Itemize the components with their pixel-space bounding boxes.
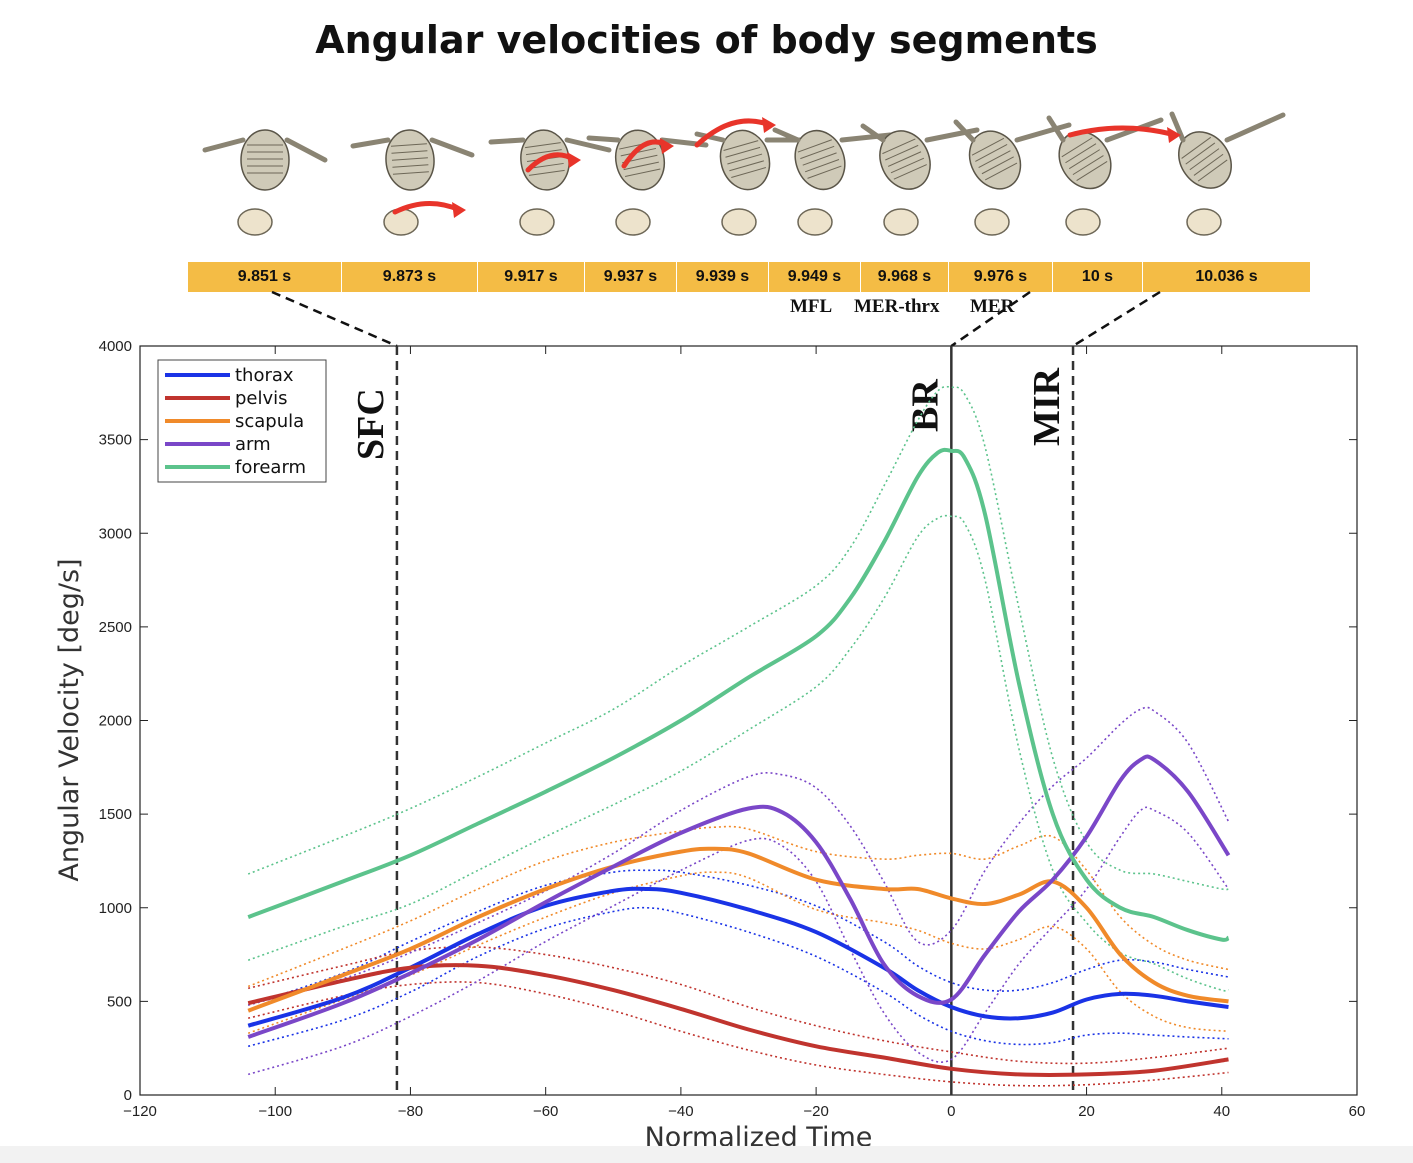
thorax-lower-bound-line <box>247 906 1229 1048</box>
rotation-arrow-icon <box>694 117 776 148</box>
y-tick-label: 0 <box>124 1087 132 1104</box>
skeleton-figure-icon <box>586 129 709 236</box>
legend-label-forearm: forearm <box>235 457 306 478</box>
forearm-upper-bound-line <box>247 385 1229 891</box>
y-tick-label: 4000 <box>99 338 132 355</box>
timeline-connectors <box>271 290 1161 348</box>
arm-lower-bound-line <box>247 806 1230 1076</box>
x-tick-label: −60 <box>533 1103 558 1120</box>
skeleton-illustration-strip <box>202 111 1286 236</box>
y-tick-label: 2000 <box>99 713 132 730</box>
thorax-upper-bound-line <box>247 869 1229 1006</box>
phase-label-mer-thrx: MER-thrx <box>854 296 940 317</box>
chart-title: Angular velocities of body segments <box>315 18 1098 62</box>
event-lines: SFC BR MIR <box>350 346 1075 1095</box>
y-tick-label: 3000 <box>99 525 132 542</box>
legend-label-arm: arm <box>235 434 271 455</box>
x-tick-label: 0 <box>947 1103 955 1120</box>
timeline-connector <box>950 290 1031 348</box>
y-axis-label: Angular Velocity [deg/s] <box>54 558 85 881</box>
timeline-cell: 9.917 s <box>478 262 585 292</box>
skeleton-figure-icon <box>202 129 328 236</box>
x-tick-label: −20 <box>803 1103 828 1120</box>
timeline-cell: 9.851 s <box>188 262 342 292</box>
forearm-lower-bound-line <box>247 514 1229 992</box>
skeleton-figure-icon <box>1169 111 1286 236</box>
legend-label-scapula: scapula <box>235 411 304 432</box>
arm-upper-bound-line <box>247 706 1230 1006</box>
scapula-upper-bound-line <box>247 825 1229 988</box>
skeleton-figure-icon <box>953 119 1072 236</box>
pelvis-lower-bound-line <box>248 981 1229 1087</box>
timeline-cell: 9.949 s <box>769 262 861 292</box>
skeleton-figure-icon <box>772 127 893 236</box>
timeline-cell: 9.939 s <box>677 262 769 292</box>
x-tick-label: 60 <box>1349 1103 1366 1120</box>
x-tick-label: 20 <box>1078 1103 1095 1120</box>
y-tick-label: 500 <box>107 993 132 1010</box>
rotation-arrow-icon <box>525 152 581 173</box>
phase-label-mfl: MFL <box>790 296 833 317</box>
legend-label-thorax: thorax <box>235 365 294 386</box>
footer-band <box>0 1146 1413 1163</box>
event-label-sfc: SFC <box>350 388 392 460</box>
skeleton-figure-icon <box>860 123 980 236</box>
timeline-cell: 9.873 s <box>342 262 478 292</box>
arm-mean-line <box>247 754 1231 1039</box>
thorax-mean-line <box>247 886 1229 1028</box>
timeline-cell: 10 s <box>1053 262 1143 292</box>
series-lines <box>247 385 1231 1087</box>
x-tick-label: −120 <box>123 1103 157 1120</box>
y-tick-label: 2500 <box>99 619 132 636</box>
scapula-mean-line <box>247 846 1229 1013</box>
y-tick-label: 1500 <box>99 806 132 823</box>
pelvis-upper-bound-line <box>248 946 1229 1065</box>
event-label-mir: MIR <box>1026 367 1068 446</box>
scapula-lower-bound-line <box>247 871 1229 1034</box>
timeline-cell: 10.036 s <box>1195 268 1258 285</box>
y-tick-label: 1000 <box>99 900 132 917</box>
rotation-arrow-icon <box>1067 125 1181 143</box>
timeline-cell: 9.968 s <box>861 262 949 292</box>
timeline-bar: 9.851 s 9.873 s 9.917 s 9.937 s 9.939 s 9.949… <box>188 262 1310 292</box>
rotation-arrow-icon <box>392 200 466 218</box>
event-label-br: BR <box>904 379 946 432</box>
skeleton-figure-icon <box>350 129 475 236</box>
y-tick-label: 3500 <box>99 432 132 449</box>
x-tick-label: −100 <box>258 1103 292 1120</box>
x-tick-label: −40 <box>668 1103 693 1120</box>
timeline-connector <box>1072 290 1161 348</box>
legend-label-pelvis: pelvis <box>235 388 288 409</box>
timeline-cell: 9.937 s <box>585 262 677 292</box>
x-tick-label: 40 <box>1213 1103 1230 1120</box>
forearm-mean-line <box>247 447 1230 942</box>
rotation-arrow-icon <box>621 138 674 169</box>
timeline-connector <box>271 290 398 348</box>
x-tick-label: −80 <box>398 1103 423 1120</box>
timeline-cell: 9.976 s <box>949 262 1053 292</box>
